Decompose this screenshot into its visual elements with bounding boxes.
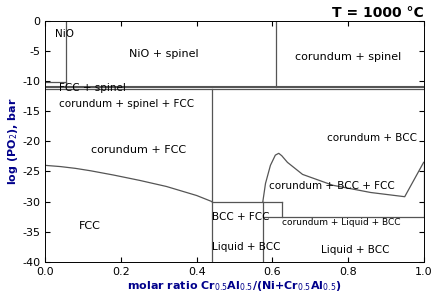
X-axis label: molar ratio Cr$_{0.5}$Al$_{0.5}$/(Ni+Cr$_{0.5}$Al$_{0.5}$): molar ratio Cr$_{0.5}$Al$_{0.5}$/(Ni+Cr$… bbox=[127, 280, 342, 293]
Y-axis label: log (PO$_2$), bar: log (PO$_2$), bar bbox=[6, 97, 20, 185]
Text: corundum + FCC: corundum + FCC bbox=[91, 145, 186, 155]
Text: T = 1000 °C: T = 1000 °C bbox=[332, 6, 424, 19]
Text: BCC + FCC: BCC + FCC bbox=[212, 212, 269, 222]
Text: NiO: NiO bbox=[55, 29, 74, 39]
Text: Liquid + BCC: Liquid + BCC bbox=[212, 242, 280, 252]
Text: FCC + spinel: FCC + spinel bbox=[59, 83, 125, 93]
Text: corundum + spinel: corundum + spinel bbox=[295, 52, 401, 62]
Text: corundum + BCC: corundum + BCC bbox=[327, 133, 417, 143]
Text: NiO + spinel: NiO + spinel bbox=[128, 49, 198, 59]
Text: corundum + spinel + FCC: corundum + spinel + FCC bbox=[59, 99, 194, 109]
Text: Liquid + BCC: Liquid + BCC bbox=[321, 245, 390, 255]
Text: corundum + BCC + FCC: corundum + BCC + FCC bbox=[268, 181, 394, 191]
Text: FCC: FCC bbox=[79, 221, 101, 231]
Text: corundum + Liquid + BCC: corundum + Liquid + BCC bbox=[282, 218, 400, 227]
